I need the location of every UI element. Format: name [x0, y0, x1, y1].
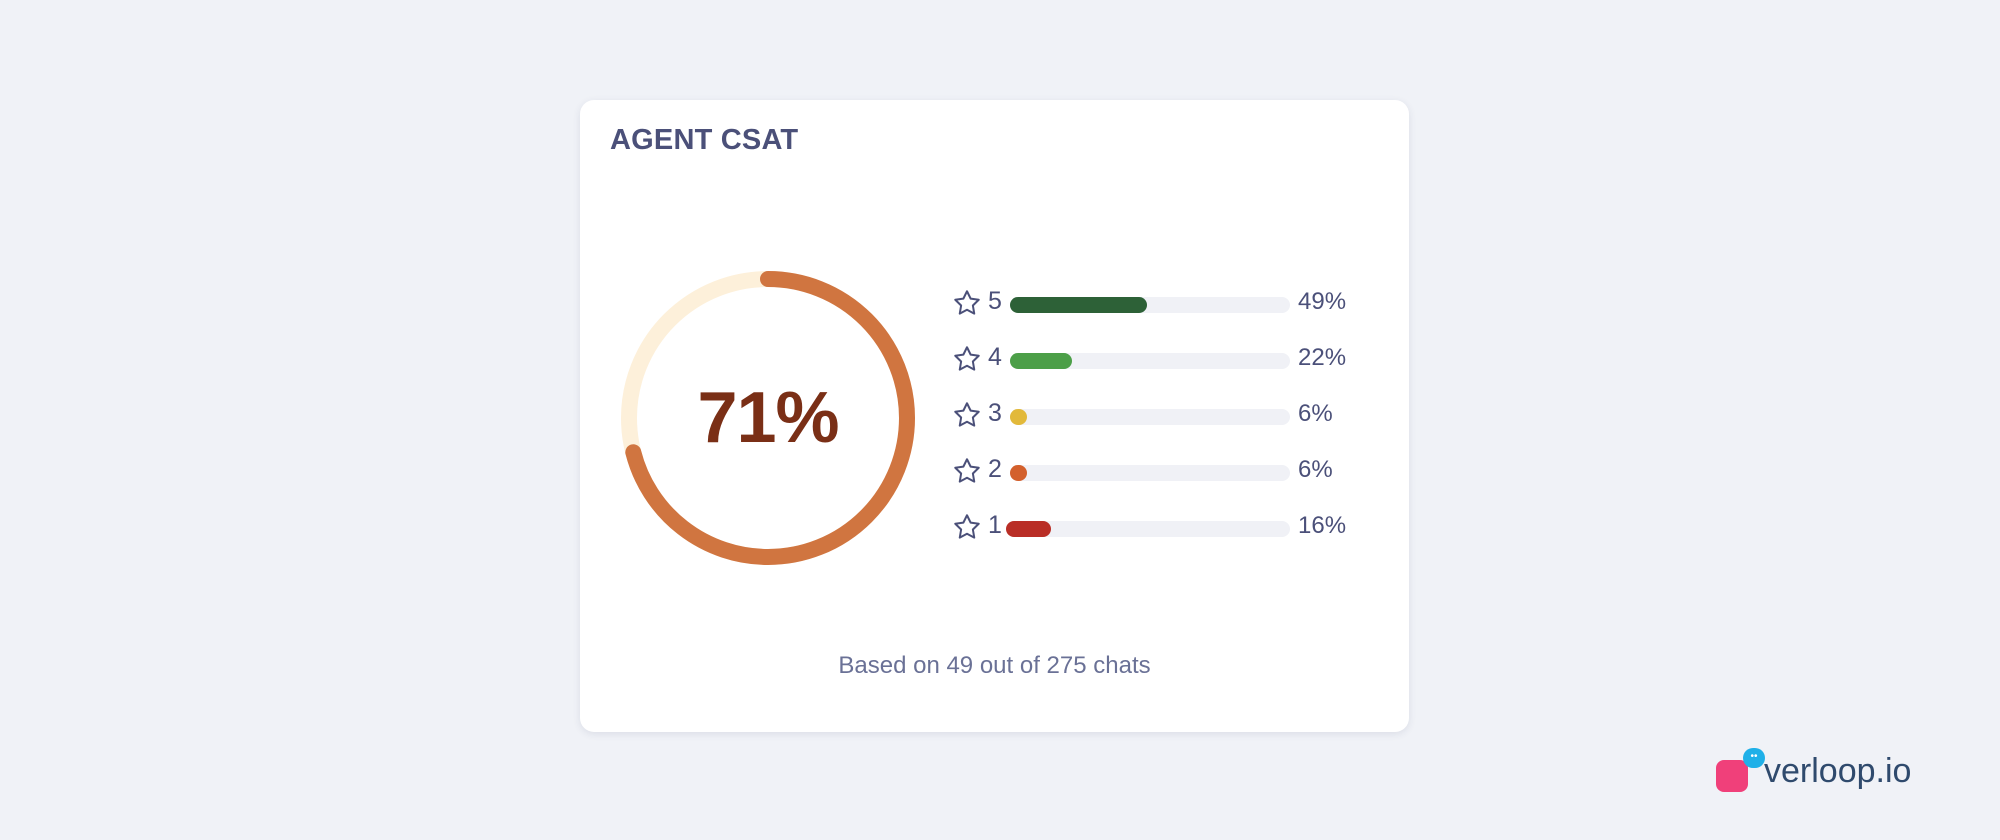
donut-score-arc — [621, 271, 915, 565]
rating-percent: 6% — [1298, 400, 1333, 427]
csat-score: 71% — [697, 378, 839, 458]
rating-value: 2 — [988, 455, 1002, 483]
brand-name: verloop.io — [1764, 752, 1912, 790]
rating-value: 3 — [988, 399, 1002, 427]
star-outline-icon — [952, 400, 982, 430]
chats-summary: Based on 49 out of 275 chats — [838, 652, 1151, 679]
csat-donut-chart — [621, 271, 915, 565]
rating-row-2: 2 6% — [952, 452, 1372, 492]
rating-bar-track — [1006, 521, 1290, 537]
chat-bubble-icon: •• — [1743, 748, 1765, 768]
star-outline-icon — [952, 456, 982, 486]
rating-bar-track — [1010, 465, 1290, 481]
rating-percent: 22% — [1298, 344, 1347, 371]
card-title: AGENT CSAT — [610, 124, 799, 156]
rating-bar-track — [1010, 297, 1290, 313]
star-outline-icon — [952, 512, 982, 542]
star-outline-icon — [952, 344, 982, 374]
rating-row-5: 5 49% — [952, 284, 1372, 324]
rating-row-3: 3 6% — [952, 396, 1372, 436]
rating-bar-fill — [1006, 521, 1051, 537]
rating-bar-track — [1010, 409, 1290, 425]
rating-bar-track — [1010, 353, 1290, 369]
star-outline-icon — [952, 288, 982, 318]
rating-row-4: 4 22% — [952, 340, 1372, 380]
rating-value: 4 — [988, 343, 1002, 371]
rating-percent: 6% — [1298, 456, 1333, 483]
verloop-logo-icon — [1716, 760, 1748, 792]
rating-value: 1 — [988, 511, 1002, 539]
rating-value: 5 — [988, 287, 1002, 315]
rating-percent: 49% — [1298, 288, 1347, 315]
rating-bar-fill — [1010, 353, 1072, 369]
rating-bar-fill — [1010, 297, 1148, 313]
brand-logo: •• verloop.io — [1716, 746, 1936, 796]
rating-bar-fill — [1010, 409, 1027, 425]
agent-csat-card: AGENT CSAT 71% 5 49% 4 22% 3 6% 2 6% 1 16% Based … — [580, 100, 1409, 732]
rating-percent: 16% — [1298, 512, 1347, 539]
rating-row-1: 1 16% — [952, 508, 1372, 548]
rating-bar-fill — [1010, 465, 1027, 481]
